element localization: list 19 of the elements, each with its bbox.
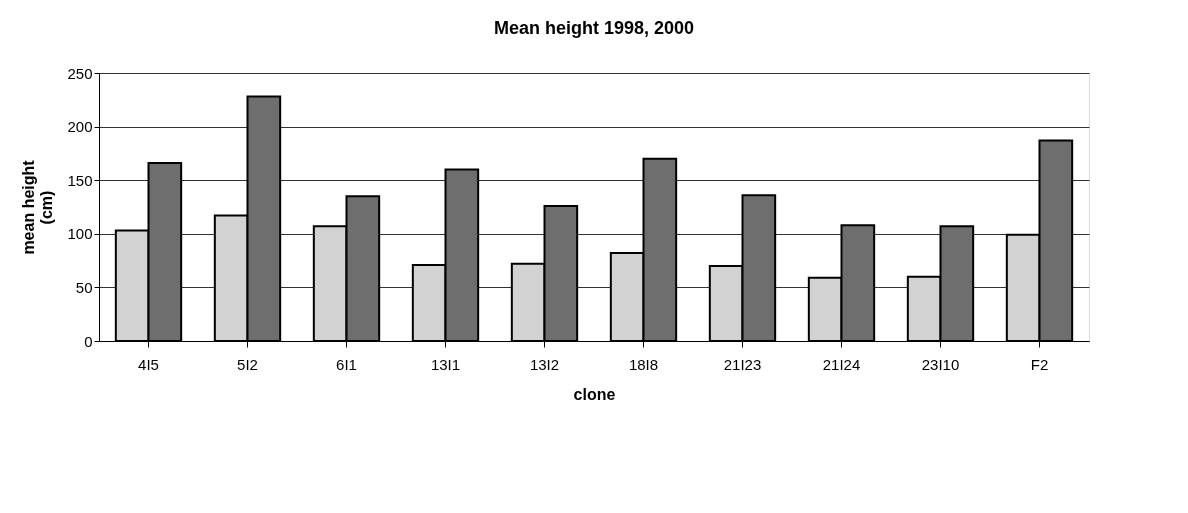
x-tick-label: 23I10 [921,355,960,373]
x-tick-label: 13I1 [430,355,461,373]
y-tick-label: 100 [67,225,93,243]
x-tick-label: 5I2 [237,355,258,373]
x-tick-label: F2 [1030,355,1049,373]
x-tick-label: 13I2 [529,355,560,373]
y-tick-label: 50 [75,278,93,296]
x-tick-label: 6I1 [336,355,357,373]
x-tick-label: 18I8 [628,355,659,373]
y-tick-label: 0 [84,332,93,350]
y-axis-title: mean height (cm) [20,159,56,255]
chart-title: Mean height 1998, 2000 [493,18,695,38]
x-tick-label: 21I23 [723,355,762,373]
y-tick-label: 150 [67,171,93,189]
y-tick-label: 200 [67,118,93,136]
x-tick-label: 21I24 [822,355,861,373]
x-tick-label: 4I5 [138,355,159,373]
y-tick-label: 250 [67,64,93,82]
x-axis-title: clone [573,385,616,403]
